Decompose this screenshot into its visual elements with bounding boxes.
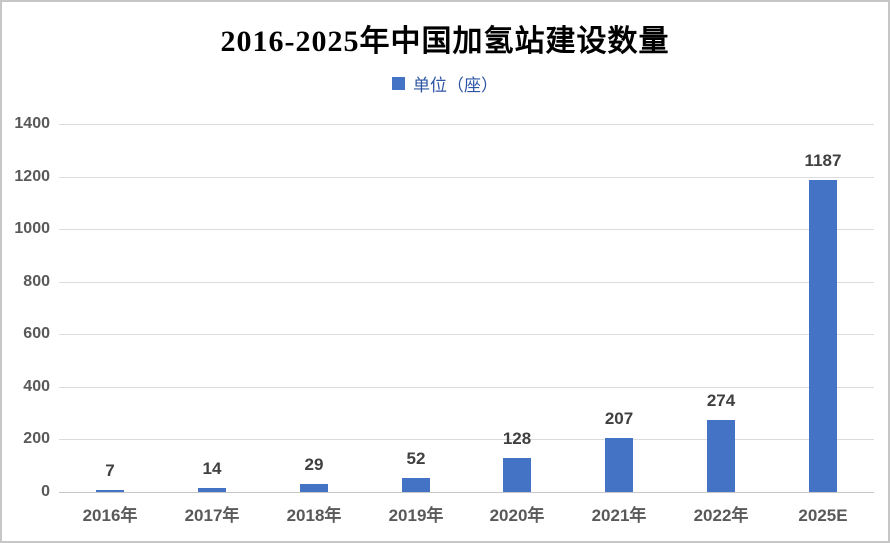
bar-value-label: 7 (105, 461, 115, 480)
legend-label: 单位（座） (413, 76, 498, 95)
bar-value-label: 1187 (804, 151, 842, 170)
bar (605, 438, 633, 492)
y-tick-label: 400 (23, 378, 50, 395)
bar-value-label: 29 (304, 455, 324, 474)
chart-title: 2016-2025年中国加氢站建设数量 (220, 25, 670, 58)
bar-value-label: 207 (604, 409, 634, 428)
y-tick-label: 1000 (14, 220, 50, 237)
gridline (59, 387, 874, 388)
gridline (59, 282, 874, 283)
bar-value-label: 274 (706, 391, 736, 410)
bar (96, 490, 124, 492)
x-tick-label: 2018年 (286, 506, 342, 525)
gridline (59, 334, 874, 335)
bar (503, 458, 531, 492)
x-tick-label: 2022年 (693, 506, 749, 525)
bar (402, 478, 430, 492)
gridline (59, 229, 874, 230)
gridline (59, 177, 874, 178)
x-tick-label: 2019年 (388, 506, 444, 525)
x-tick-label: 2016年 (82, 506, 138, 525)
y-tick-label: 800 (23, 273, 50, 290)
bar-value-label: 128 (502, 429, 532, 448)
y-tick-label: 0 (41, 483, 50, 500)
bar-value-label: 52 (406, 449, 426, 468)
y-tick-label: 1200 (14, 168, 50, 185)
y-tick-label: 600 (23, 325, 50, 342)
legend-marker-icon (392, 77, 405, 90)
bar-value-label: 14 (202, 459, 222, 478)
y-tick-label: 200 (23, 430, 50, 447)
x-tick-label: 2021年 (591, 506, 647, 525)
x-tick-label: 2025E (798, 506, 848, 525)
x-tick-label: 2017年 (184, 506, 240, 525)
bar (809, 180, 837, 492)
gridline (59, 439, 874, 440)
y-tick-label: 1400 (14, 115, 50, 132)
legend: 单位（座） (2, 71, 888, 96)
x-axis-line (59, 492, 874, 493)
bar (198, 488, 226, 492)
bar (300, 484, 328, 492)
gridline (59, 124, 874, 125)
bar (707, 420, 735, 492)
x-tick-label: 2020年 (489, 506, 545, 525)
